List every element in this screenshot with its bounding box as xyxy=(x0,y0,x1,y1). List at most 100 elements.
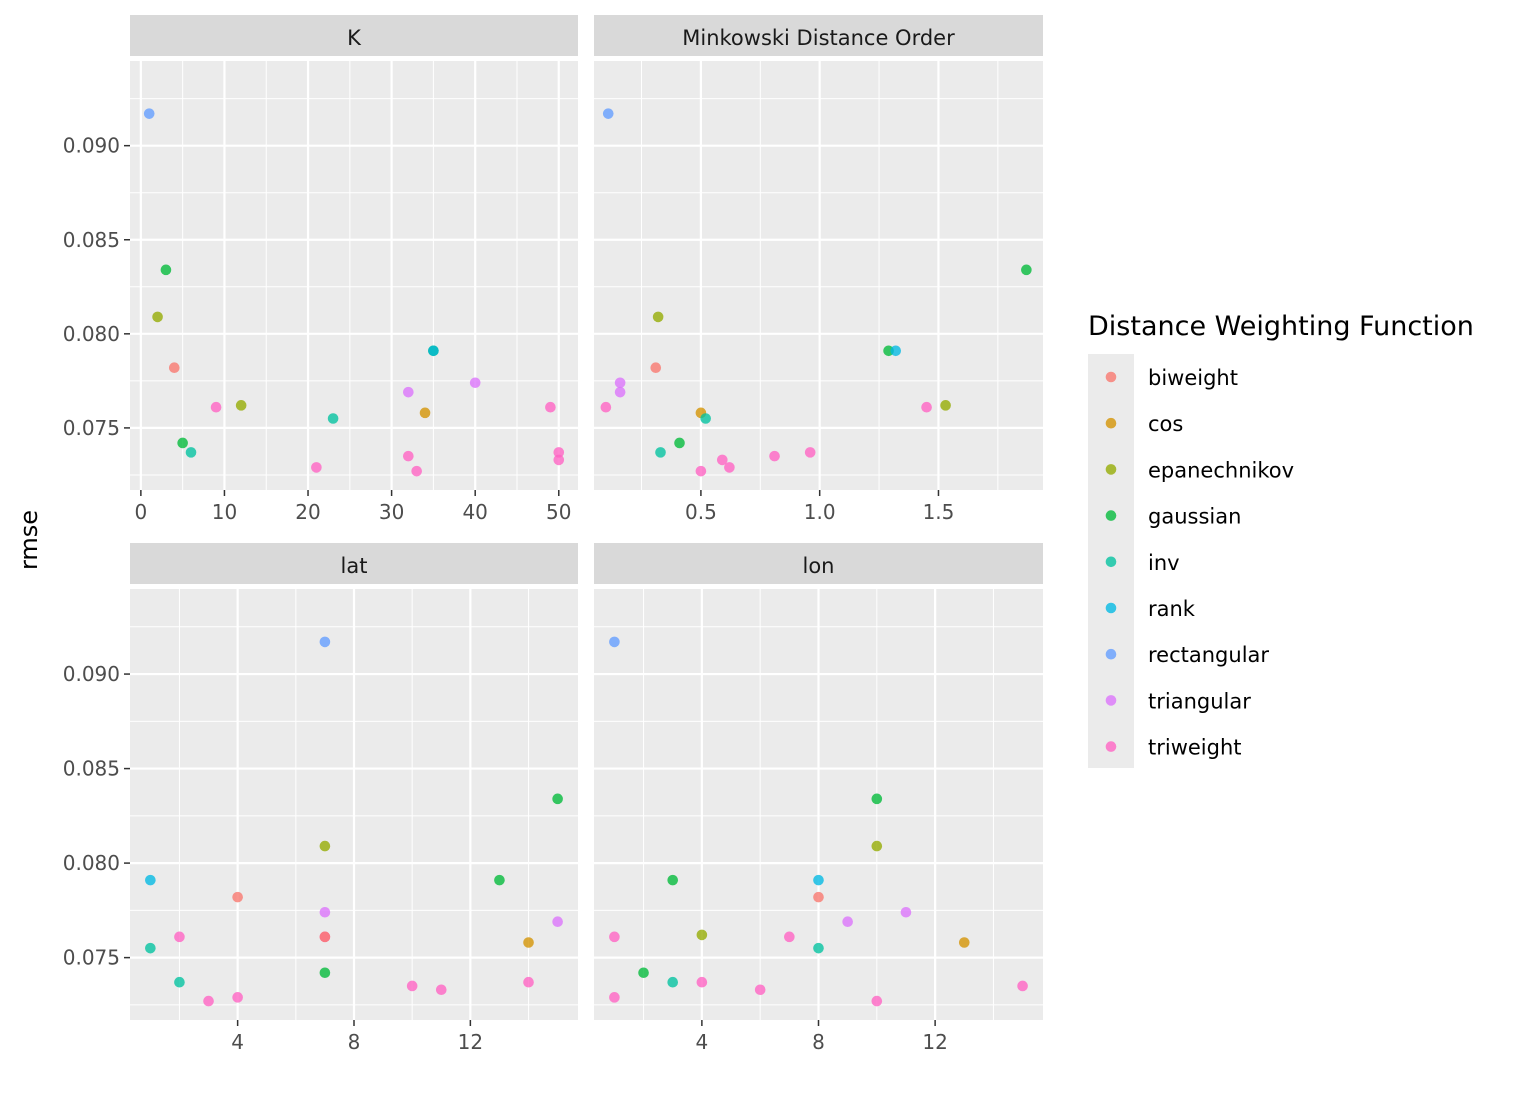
data-point-rectangular xyxy=(143,108,155,119)
data-point-epanechnikov xyxy=(652,311,664,323)
data-point-epanechnikov xyxy=(871,840,883,852)
data-point-triweight xyxy=(600,401,612,413)
legend: Distance Weighting Function biweight cos e… xyxy=(1088,311,1474,768)
data-point-rectangular xyxy=(609,636,620,648)
legend-key-epanechnikov xyxy=(1105,464,1117,475)
x-tick-label: 8 xyxy=(348,1030,361,1054)
legend-label-rank: rank xyxy=(1148,597,1196,621)
data-point-cos xyxy=(523,937,534,948)
y-axis-title: rmse xyxy=(15,510,43,570)
legend-label-inv: inv xyxy=(1148,551,1180,575)
legend-label-epanechnikov: epanechnikov xyxy=(1148,458,1294,482)
x-tick-label: 50 xyxy=(546,500,571,524)
data-point-triweight xyxy=(724,462,735,473)
data-point-triweight xyxy=(609,992,620,1003)
data-point-biweight xyxy=(319,931,331,943)
data-point-gaussian xyxy=(667,874,679,886)
y-tick-label: 0.080 xyxy=(63,322,120,346)
legend-key-rectangular xyxy=(1105,648,1117,660)
data-point-rank xyxy=(145,874,156,886)
data-point-triangular xyxy=(552,916,563,928)
data-point-inv xyxy=(185,447,197,458)
data-point-triweight xyxy=(1017,980,1028,992)
data-point-triweight xyxy=(804,447,816,458)
data-point-inv xyxy=(667,976,679,988)
facet-0: K 0 10 20 30 40 50 0.075 0.080 0.085 0.090 xyxy=(63,15,578,524)
facet-1: Minkowski Distance Order 0.5 1.0 1.5 xyxy=(594,15,1043,524)
y-tick-label: 0.085 xyxy=(63,228,120,252)
x-tick-label: 4 xyxy=(696,1030,709,1054)
data-point-rank xyxy=(890,345,902,357)
data-point-gaussian xyxy=(1021,264,1032,276)
data-point-rectangular xyxy=(602,108,614,119)
data-point-triweight xyxy=(553,447,565,458)
legend-key-triangular xyxy=(1105,695,1117,706)
legend-label-gaussian: gaussian xyxy=(1148,505,1241,529)
data-point-triangular xyxy=(842,916,853,928)
data-point-triweight xyxy=(210,401,222,413)
panel-background xyxy=(130,61,578,490)
data-point-triweight xyxy=(174,931,185,943)
data-point-triangular xyxy=(403,386,414,398)
data-point-triweight xyxy=(754,984,766,996)
data-point-triweight xyxy=(406,980,418,992)
data-point-gaussian xyxy=(871,793,883,805)
data-point-biweight xyxy=(813,891,824,903)
legend-label-triweight: triweight xyxy=(1148,736,1242,760)
data-point-inv xyxy=(327,413,339,424)
facet-3: lon 4 8 12 xyxy=(594,543,1043,1054)
x-tick-label: 0 xyxy=(134,500,147,524)
x-tick-label: 12 xyxy=(922,1030,947,1054)
data-point-inv xyxy=(655,447,666,458)
legend-key-rank xyxy=(1105,602,1117,614)
legend-label-biweight: biweight xyxy=(1148,366,1238,390)
data-point-inv xyxy=(813,942,824,954)
data-point-triweight xyxy=(784,931,795,943)
legend-label-cos: cos xyxy=(1148,412,1183,436)
x-tick-label: 30 xyxy=(379,500,404,524)
facet-strip xyxy=(594,15,1043,56)
data-point-triangular xyxy=(319,906,331,918)
data-point-triweight xyxy=(696,976,708,988)
data-point-gaussian xyxy=(177,437,188,449)
legend-items: biweight cos epanechnikov gaussian inv rank re… xyxy=(1105,366,1294,760)
data-point-rank xyxy=(813,874,824,886)
facet-2: lat 4 8 12 0.075 0.080 0.085 0.090 xyxy=(63,543,578,1054)
data-point-rank xyxy=(428,345,439,357)
x-tick-label: 8 xyxy=(812,1030,825,1054)
legend-key-triweight xyxy=(1105,741,1117,752)
data-point-gaussian xyxy=(552,793,563,805)
facet-panels: K 0 10 20 30 40 50 0.075 0.080 0.085 0.090 Minkowsk… xyxy=(63,15,1043,1054)
data-point-gaussian xyxy=(319,967,331,979)
y-tick-label: 0.075 xyxy=(63,416,120,440)
data-point-epanechnikov xyxy=(235,400,247,411)
x-tick-label: 40 xyxy=(462,500,487,524)
data-point-triweight xyxy=(232,992,243,1003)
data-point-gaussian xyxy=(638,967,649,979)
data-point-triweight xyxy=(769,450,780,462)
data-point-triweight xyxy=(609,931,620,943)
y-tick-label: 0.090 xyxy=(63,662,120,686)
data-point-inv xyxy=(145,942,156,954)
facet-strip xyxy=(130,543,578,584)
data-point-triweight xyxy=(545,401,556,413)
facet-strip xyxy=(594,543,1043,584)
data-point-epanechnikov xyxy=(319,840,331,852)
data-point-epanechnikov xyxy=(152,311,163,323)
data-point-inv xyxy=(700,413,711,424)
data-point-gaussian xyxy=(494,874,505,886)
x-tick-label: 20 xyxy=(295,500,320,524)
data-point-biweight xyxy=(168,362,180,373)
data-point-triweight xyxy=(411,465,422,477)
y-tick-label: 0.080 xyxy=(63,851,120,875)
x-tick-label: 0.5 xyxy=(685,500,717,524)
panel-background xyxy=(594,61,1043,490)
facet-strip-label: Minkowski Distance Order xyxy=(682,26,955,50)
legend-key-cos xyxy=(1105,417,1117,429)
data-point-rectangular xyxy=(319,636,331,648)
data-point-triangular xyxy=(614,377,626,389)
data-point-triangular xyxy=(469,377,481,389)
data-point-biweight xyxy=(232,891,243,903)
data-point-triweight xyxy=(695,465,707,477)
data-point-triweight xyxy=(523,976,534,988)
